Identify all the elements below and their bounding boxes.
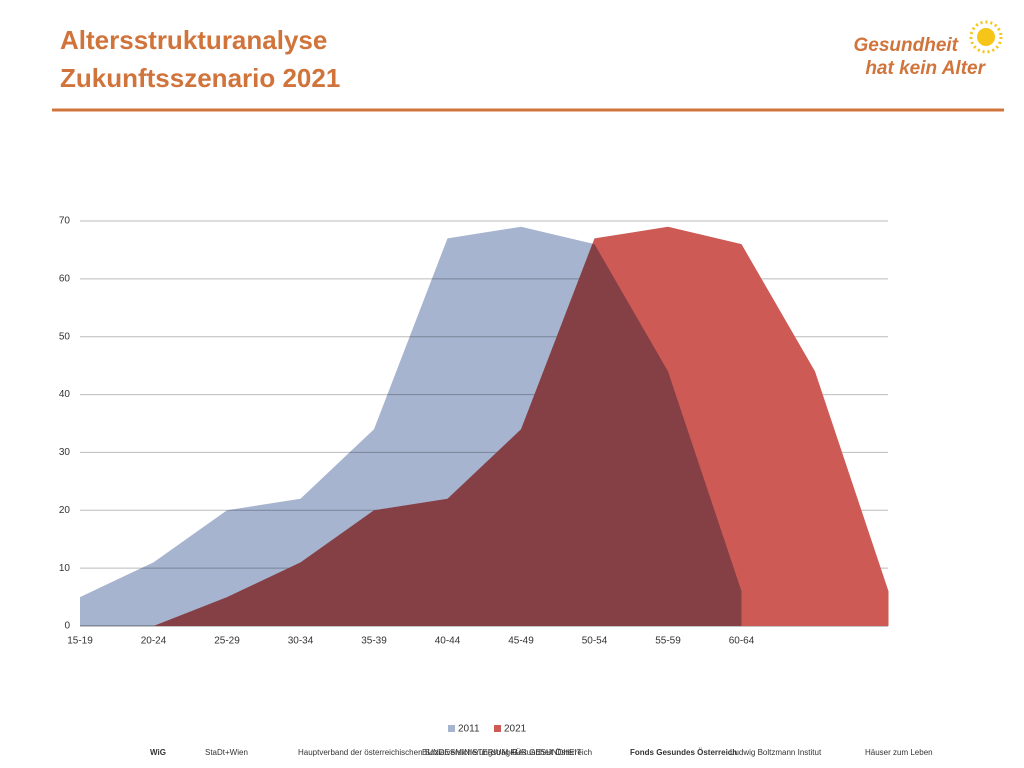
x-tick-label: 35-39 [361,636,387,647]
x-tick-label: 25-29 [214,636,240,647]
x-tick-label: 45-49 [508,636,534,647]
footer-logo: WiG [150,748,166,757]
logo-text: hat kein Alter [865,58,986,79]
y-tick-label: 20 [59,505,71,516]
x-tick-label: 15-19 [67,636,93,647]
title-line: Zukunftsszenario 2021 [60,63,340,93]
y-tick-label: 0 [64,621,70,632]
footer-logo: Ludwig Boltzmann Institut [730,748,822,757]
legend-swatch [448,725,455,732]
x-tick-label: 30-34 [288,636,314,647]
y-tick-label: 30 [59,447,71,458]
title-line: Altersstrukturanalyse [60,25,327,55]
footer-logo: Fonds Gesundes Österreich [630,748,737,757]
logo-text: Gesundheit [853,35,958,56]
footer-logo: Gesundheit Österreich [512,748,592,757]
footer-logo: Häuser zum Leben [865,748,933,757]
sun-icon [969,20,1003,54]
footer-logo: BUNDESMINISTERIUM FÜR GESUNDHEIT [422,748,582,757]
y-tick-label: 10 [59,563,71,574]
y-tick-label: 50 [59,331,71,342]
x-tick-label: 50-54 [582,636,608,647]
x-tick-label: 20-24 [141,636,167,647]
x-tick-label: 55-59 [655,636,681,647]
legend-label: 2021 [504,724,527,735]
legend-swatch [494,725,501,732]
legend-label: 2011 [458,724,480,735]
y-tick-label: 70 [59,216,71,227]
x-tick-label: 60-64 [729,636,755,647]
area [80,226,742,627]
footer-logo: StaDt+Wien [205,748,248,757]
x-tick-label: 40-44 [435,636,461,647]
footer-logo: Hauptverband der österreichischen Sozial… [298,748,518,757]
y-tick-label: 60 [59,273,71,284]
y-tick-label: 40 [59,389,71,400]
